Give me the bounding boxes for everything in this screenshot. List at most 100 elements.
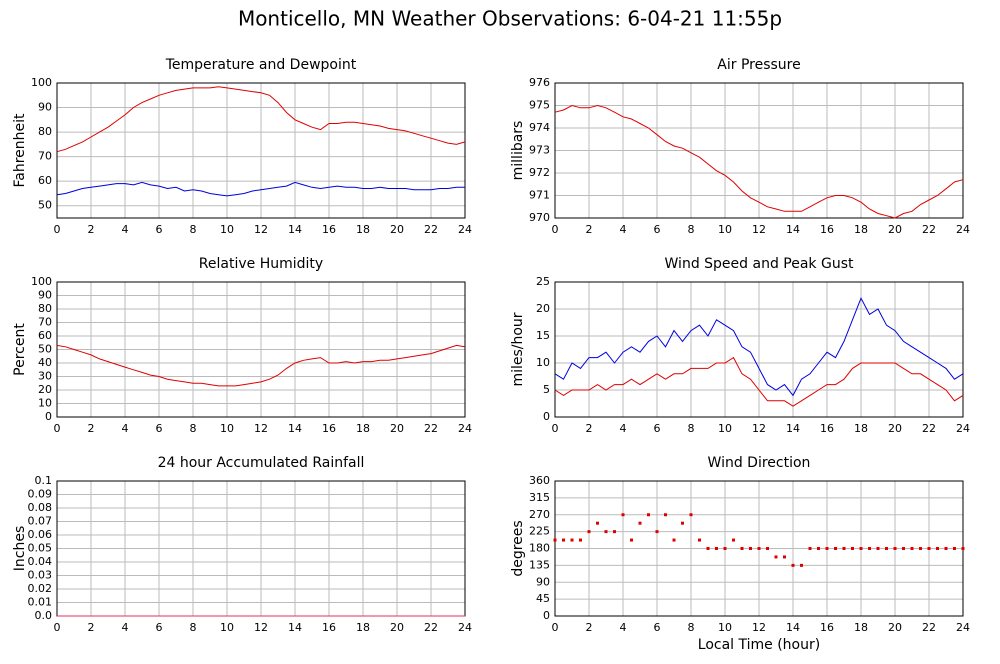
y-tick-label: 360	[529, 474, 550, 487]
data-point	[553, 538, 557, 542]
y-tick-label: 80	[38, 125, 52, 138]
data-line	[554, 296, 964, 397]
x-tick-label: 14	[786, 223, 800, 236]
x-tick-label: 16	[820, 621, 834, 634]
x-tick-label: 22	[424, 621, 438, 634]
x-tick-label: 24	[458, 422, 472, 435]
y-tick-label: 60	[38, 174, 52, 187]
x-tick-label: 2	[586, 422, 593, 435]
x-tick-label: 16	[820, 422, 834, 435]
x-tick-label: 22	[424, 223, 438, 236]
x-tick-label: 12	[254, 223, 268, 236]
y-tick-label: 0.08	[28, 501, 53, 514]
plot-frame	[554, 82, 964, 219]
x-tick-label: 8	[190, 223, 197, 236]
x-tick-label: 8	[688, 422, 695, 435]
y-tick-label: 180	[529, 542, 550, 555]
x-tick-label: 22	[922, 422, 936, 435]
x-tick-label: 18	[854, 223, 868, 236]
x-tick-label: 8	[688, 621, 695, 634]
x-tick-label: 18	[854, 422, 868, 435]
y-tick-label: 5	[543, 383, 550, 396]
data-point	[944, 547, 948, 550]
x-tick-label: 2	[88, 223, 95, 236]
y-tick-label: 0.1	[35, 474, 53, 487]
y-tick-label: 80	[38, 302, 52, 315]
x-tick-label: 16	[322, 422, 336, 435]
y-tick-label: 135	[529, 558, 550, 571]
x-tick-label: 4	[620, 422, 627, 435]
data-point	[817, 547, 820, 550]
y-tick-label: 972	[529, 166, 550, 179]
x-tick-label: 10	[718, 223, 732, 236]
y-tick-label: 100	[31, 275, 52, 288]
y-axis-label: miles/hour	[510, 312, 526, 386]
data-point	[885, 547, 888, 550]
x-tick-label: 12	[254, 422, 268, 435]
y-tick-label: 0.04	[28, 555, 53, 568]
data-point	[910, 547, 914, 550]
chart-title: Wind Speed and Peak Gust	[665, 256, 854, 272]
x-tick-label: 22	[922, 223, 936, 236]
data-point	[672, 538, 676, 542]
data-point	[596, 521, 599, 525]
y-tick-label: 100	[31, 76, 52, 89]
data-point	[893, 547, 897, 550]
x-tick-label: 8	[688, 223, 695, 236]
y-axis-label: millibars	[510, 121, 526, 181]
y-tick-label: 0.02	[28, 582, 53, 595]
x-tick-label: 8	[190, 621, 197, 634]
data-point	[868, 547, 871, 550]
y-tick-label: 0.01	[28, 596, 53, 609]
y-tick-label: 20	[38, 383, 52, 396]
chart-title: Air Pressure	[717, 57, 800, 73]
chart-title: Temperature and Dewpoint	[165, 57, 357, 73]
y-axis-label: Percent	[12, 323, 28, 376]
y-tick-label: 0	[543, 609, 550, 622]
x-tick-label: 20	[390, 621, 404, 634]
data-point	[689, 513, 693, 517]
data-point	[681, 521, 684, 525]
x-tick-label: 16	[322, 621, 336, 634]
chart-title: 24 hour Accumulated Rainfall	[158, 455, 365, 471]
x-tick-label: 12	[752, 621, 766, 634]
x-tick-label: 4	[620, 621, 627, 634]
y-tick-label: 971	[529, 189, 550, 202]
data-point	[732, 538, 735, 542]
data-point	[604, 530, 608, 534]
data-point	[791, 563, 795, 567]
y-tick-label: 45	[536, 592, 550, 605]
data-point	[740, 547, 744, 550]
x-tick-label: 10	[220, 621, 234, 634]
y-tick-label: 974	[529, 121, 550, 134]
x-tick-label: 0	[54, 223, 61, 236]
x-tick-label: 4	[620, 223, 627, 236]
x-tick-label: 12	[752, 422, 766, 435]
x-tick-label: 6	[156, 223, 163, 236]
y-tick-label: 40	[38, 356, 52, 369]
x-tick-label: 14	[288, 223, 302, 236]
y-tick-label: 70	[38, 150, 52, 163]
data-point	[715, 547, 718, 550]
y-tick-label: 60	[38, 329, 52, 342]
x-tick-label: 6	[156, 422, 163, 435]
y-tick-label: 50	[38, 343, 52, 356]
x-tick-label: 24	[956, 223, 970, 236]
y-tick-label: 0.09	[28, 488, 53, 501]
data-point	[723, 547, 727, 550]
x-tick-label: 18	[356, 223, 370, 236]
data-point	[757, 547, 761, 550]
data-point	[919, 547, 922, 550]
y-tick-label: 90	[38, 289, 52, 302]
x-tick-label: 2	[88, 422, 95, 435]
x-tick-label: 14	[786, 422, 800, 435]
y-tick-label: 10	[536, 356, 550, 369]
y-tick-label: 10	[38, 397, 52, 410]
x-tick-label: 4	[122, 422, 129, 435]
data-point	[800, 563, 803, 567]
y-tick-label: 225	[529, 525, 550, 538]
x-tick-label: 10	[718, 422, 732, 435]
data-point	[706, 547, 710, 550]
x-tick-label: 12	[752, 223, 766, 236]
